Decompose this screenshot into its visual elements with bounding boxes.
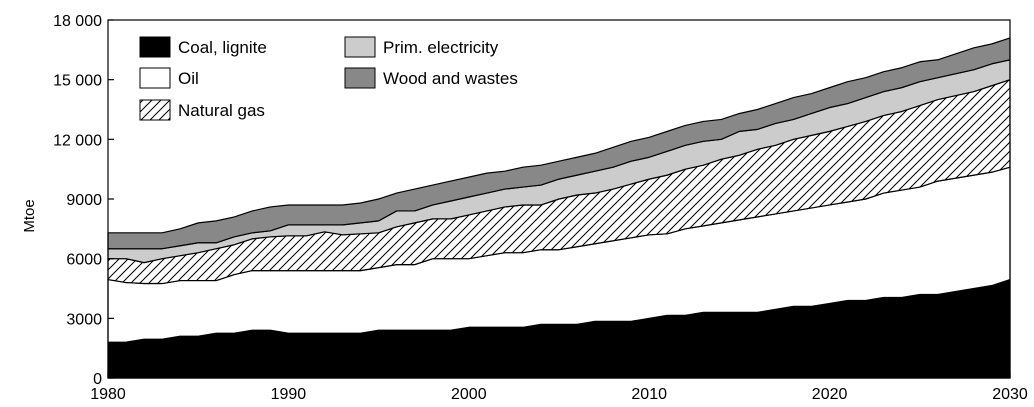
legend-swatch-elec	[344, 36, 376, 58]
axes: 1980 1990 2000 2010 2020 2030 0 3000 6000 9000 12 …	[53, 13, 1028, 403]
y-tick-label: 0	[93, 371, 102, 388]
legend-swatch-coal	[139, 36, 171, 58]
y-axis-label: Mtoe	[21, 199, 38, 232]
legend-label-wood: Wood and wastes	[383, 69, 518, 88]
legend-swatch-wood	[344, 67, 376, 89]
y-tick-label: 12 000	[53, 132, 102, 149]
y-tick-label: 9000	[66, 192, 102, 209]
x-tick-label: 2000	[451, 386, 487, 403]
legend-swatch-gas	[139, 99, 171, 121]
area-layers	[107, 37, 1011, 379]
legend-swatch-oil	[139, 67, 171, 89]
legend-label-coal: Coal, lignite	[178, 38, 267, 57]
x-tick-label: 1980	[90, 386, 126, 403]
y-tick-label: 15 000	[53, 73, 102, 90]
legend-label-gas: Natural gas	[178, 101, 265, 120]
y-tick-label: 6000	[66, 252, 102, 269]
x-tick-label: 1990	[271, 386, 307, 403]
y-tick-label: 18 000	[53, 13, 102, 30]
x-tick-label: 2030	[992, 386, 1028, 403]
y-tick-label: 3000	[66, 311, 102, 328]
legend-label-elec: Prim. electricity	[383, 38, 499, 57]
legend-label-oil: Oil	[178, 69, 199, 88]
x-tick-label: 2020	[812, 386, 848, 403]
x-tick-label: 2010	[631, 386, 667, 403]
legend: Coal, lignite Prim. electricity Oil Wood an…	[139, 36, 518, 121]
